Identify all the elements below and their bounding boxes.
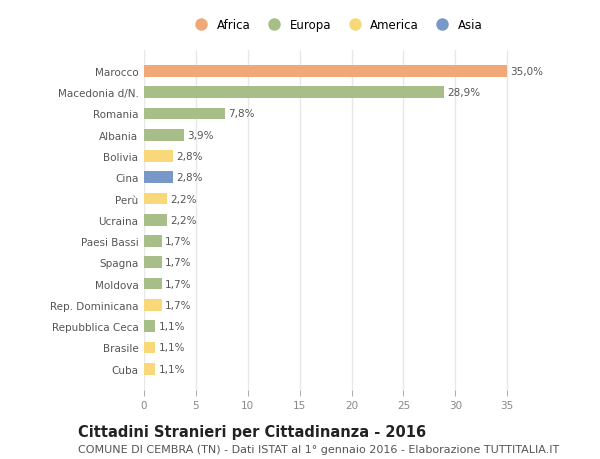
Text: 1,1%: 1,1% [158,364,185,374]
Bar [144,299,161,311]
Text: 2,2%: 2,2% [170,194,196,204]
Text: 28,9%: 28,9% [447,88,480,98]
Text: 2,2%: 2,2% [170,215,196,225]
Text: COMUNE DI CEMBRA (TN) - Dati ISTAT al 1° gennaio 2016 - Elaborazione TUTTITALIA.: COMUNE DI CEMBRA (TN) - Dati ISTAT al 1°… [78,444,559,454]
Text: 1,7%: 1,7% [165,236,191,246]
Text: 2,8%: 2,8% [176,173,203,183]
Bar [144,108,225,120]
Text: Cittadini Stranieri per Cittadinanza - 2016: Cittadini Stranieri per Cittadinanza - 2… [78,425,426,440]
Bar [144,193,167,205]
Text: 1,1%: 1,1% [158,343,185,353]
Text: 7,8%: 7,8% [228,109,254,119]
Bar [144,214,167,226]
Bar [144,151,173,162]
Text: 2,8%: 2,8% [176,151,203,162]
Bar [144,278,161,290]
Text: 1,7%: 1,7% [165,279,191,289]
Bar [144,129,184,141]
Text: 1,7%: 1,7% [165,300,191,310]
Bar [144,172,173,184]
Text: 1,7%: 1,7% [165,258,191,268]
Text: 3,9%: 3,9% [188,130,214,140]
Text: 1,1%: 1,1% [158,321,185,331]
Bar [144,66,507,78]
Bar [144,320,155,332]
Bar [144,342,155,353]
Bar [144,363,155,375]
Text: 35,0%: 35,0% [511,67,544,77]
Bar [144,257,161,269]
Bar [144,236,161,247]
Bar [144,87,444,99]
Legend: Africa, Europa, America, Asia: Africa, Europa, America, Asia [190,19,482,32]
